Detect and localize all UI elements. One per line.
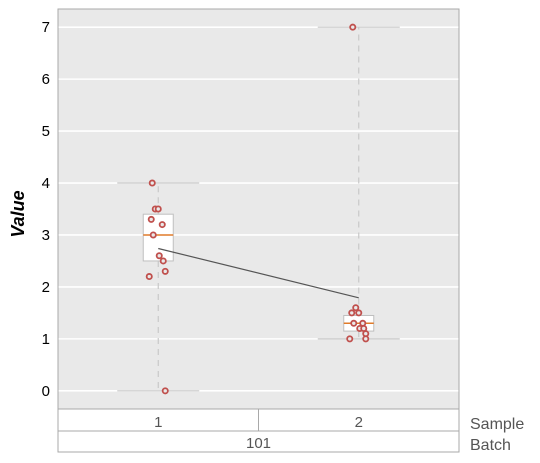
group-2-point-6 bbox=[350, 319, 358, 327]
group-1-point-8 bbox=[159, 257, 167, 265]
group-2-point-10 bbox=[346, 335, 354, 343]
y-tick-label-3: 3 bbox=[42, 227, 50, 244]
group-1-point-1 bbox=[148, 179, 156, 187]
y-tick-label-2: 2 bbox=[42, 279, 50, 296]
group-1-point-7 bbox=[155, 252, 163, 260]
group-2-point-2 bbox=[352, 304, 360, 312]
y-tick-label-5: 5 bbox=[42, 123, 50, 140]
y-tick-label-0: 0 bbox=[42, 383, 50, 400]
y-axis: 0 1 2 3 4 5 6 7 bbox=[42, 19, 50, 400]
group-1-point-4 bbox=[147, 215, 155, 223]
group-1-point-5 bbox=[158, 221, 166, 229]
group-1-point-3 bbox=[154, 205, 162, 213]
mean-connector-line bbox=[158, 247, 359, 299]
sample-label-1: 1 bbox=[154, 414, 162, 431]
group-2-point-4 bbox=[348, 309, 356, 317]
batch-label-101: 101 bbox=[246, 435, 271, 452]
y-axis-label: Value bbox=[8, 190, 28, 237]
batch-row-title: Batch bbox=[470, 437, 511, 454]
group-1-point-9 bbox=[161, 267, 169, 275]
group-2-point-11 bbox=[362, 335, 370, 343]
group-1-point-6 bbox=[149, 231, 157, 239]
sample-row-title: Sample bbox=[470, 416, 524, 433]
group-1-point-11 bbox=[161, 387, 169, 395]
group-1-point-10 bbox=[145, 273, 153, 281]
group-2-point-1 bbox=[349, 23, 357, 31]
plot-area bbox=[57, 8, 460, 410]
y-tick-label-1: 1 bbox=[42, 331, 50, 348]
sample-label-2: 2 bbox=[355, 414, 363, 431]
y-tick-label-4: 4 bbox=[42, 175, 50, 192]
group-2-point-3 bbox=[355, 309, 363, 317]
y-tick-label-7: 7 bbox=[42, 19, 50, 36]
x-category-table: 1 2 101 Sample Batch bbox=[57, 408, 524, 454]
y-tick-label-6: 6 bbox=[42, 71, 50, 88]
plot-background bbox=[58, 9, 459, 409]
